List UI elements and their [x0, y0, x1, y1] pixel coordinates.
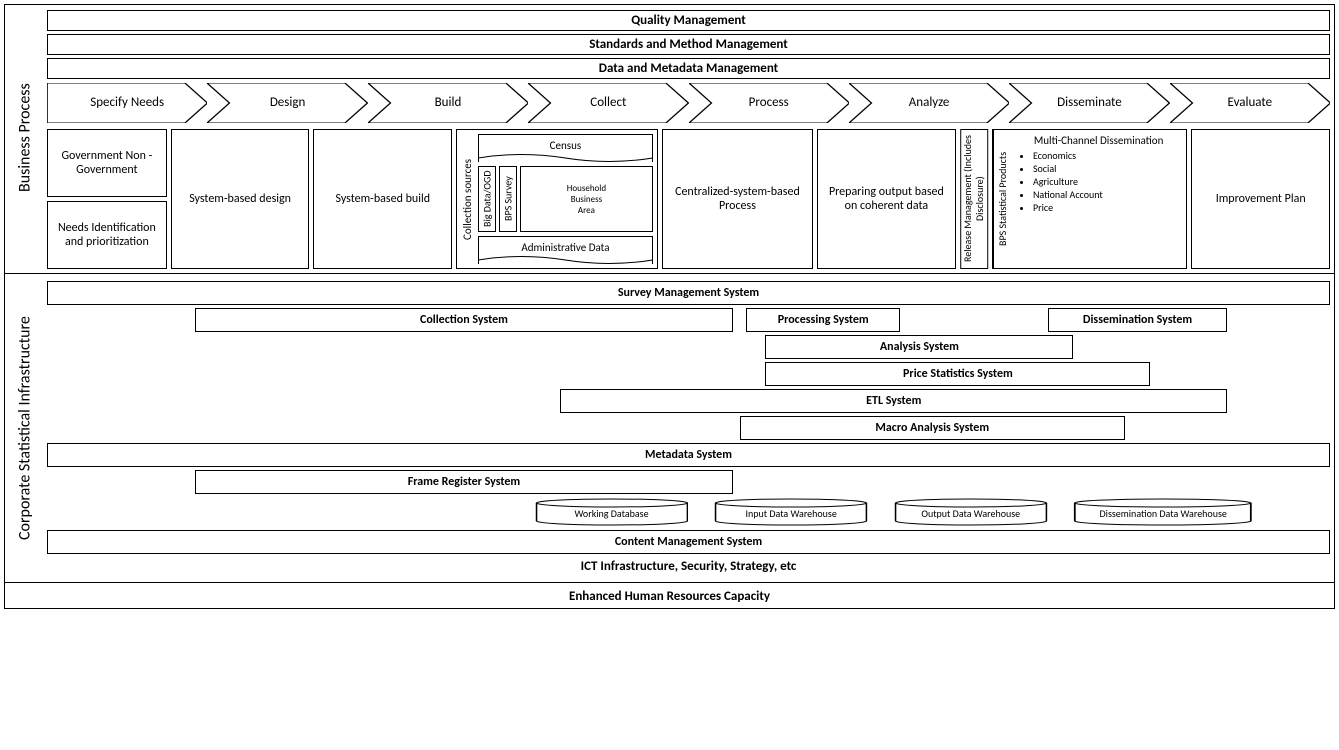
doc-census: Census	[478, 134, 653, 162]
phase-details: Government Non - GovernmentNeeds Identif…	[47, 129, 1330, 269]
box-build: System-based build	[313, 129, 452, 269]
phase-chevron-design: Design	[207, 83, 367, 123]
bar-price: Price Statistics System	[765, 362, 1150, 386]
diagram-root: Business Process Quality Management Stan…	[4, 4, 1335, 609]
phase-chevrons: Specify Needs Design Build Collect Proce…	[47, 83, 1330, 123]
bar-standards: Standards and Method Management	[47, 34, 1330, 55]
col-disseminate: BPS Statistical ProductsMulti-Channel Di…	[992, 129, 1187, 269]
col-process: Centralized-system-based Process	[662, 129, 813, 269]
business-process-body: Quality Management Standards and Method …	[45, 5, 1334, 271]
col-design: System-based design	[171, 129, 310, 269]
divider-1	[5, 273, 1334, 274]
bar-frame: Frame Register System	[195, 470, 734, 494]
bar-data-metadata: Data and Metadata Management	[47, 58, 1330, 79]
db-input-data-warehouse: Input Data Warehouse	[714, 498, 868, 526]
box-specify-b: Needs Identification and prioritization	[47, 201, 167, 269]
phase-chevron-process: Process	[689, 83, 849, 123]
box-design: System-based design	[171, 129, 310, 269]
col-specify: Government Non - GovernmentNeeds Identif…	[47, 129, 167, 269]
phase-chevron-specify-needs: Specify Needs	[47, 83, 207, 123]
col-analyze: Preparing output based on coherent data	[817, 129, 956, 269]
col-collect: Collection sources Census Big Data/OGDBPS …	[456, 129, 658, 269]
diss-item: National Account	[1033, 188, 1182, 201]
database-row: Working Database Input Data Warehouse Outp…	[47, 498, 1330, 526]
bar-etl: ETL System	[560, 389, 1227, 413]
diss-list: EconomicsSocialAgricultureNational Accou…	[1015, 149, 1182, 214]
infra-body: Survey Management System Collection Syst…	[45, 276, 1334, 580]
box-bps-survey: BPS Survey	[499, 166, 517, 232]
db-output-data-warehouse: Output Data Warehouse	[894, 498, 1048, 526]
bar-processing: Processing System	[746, 308, 900, 332]
bar-collection: Collection System	[195, 308, 734, 332]
diss-body: Multi-Channel Dissemination EconomicsSoci…	[1011, 130, 1186, 268]
footer-bar: Enhanced Human Resources Capacity	[5, 585, 1334, 608]
bar-macro: Macro Analysis System	[740, 416, 1125, 440]
box-evaluate: Improvement Plan	[1191, 129, 1330, 269]
diss-side-label: BPS Statistical Products	[993, 130, 1011, 268]
bar-ict: ICT Infrastructure, Security, Strategy, …	[47, 557, 1330, 576]
col-build: System-based build	[313, 129, 452, 269]
bar-analysis: Analysis System	[765, 335, 1073, 359]
box-disseminate: BPS Statistical ProductsMulti-Channel Di…	[992, 129, 1187, 269]
phase-chevron-evaluate: Evaluate	[1170, 83, 1330, 123]
bar-quality: Quality Management	[47, 10, 1330, 31]
business-process-section: Business Process Quality Management Stan…	[5, 5, 1334, 271]
phase-chevron-analyze: Analyze	[849, 83, 1009, 123]
box-survey-items: HouseholdBusinessArea	[520, 166, 653, 232]
phase-chevron-disseminate: Disseminate	[1009, 83, 1169, 123]
bar-cms: Content Management System	[47, 530, 1330, 554]
box-analyze: Preparing output based on coherent data	[817, 129, 956, 269]
diss-title: Multi-Channel Dissemination	[1015, 134, 1182, 147]
box-big-data: Big Data/OGD	[478, 166, 496, 232]
diss-item: Price	[1033, 201, 1182, 214]
bar-dissemination: Dissemination System	[1048, 308, 1228, 332]
diss-item: Agriculture	[1033, 175, 1182, 188]
diss-item: Economics	[1033, 149, 1182, 162]
business-process-label: Business Process	[5, 5, 45, 271]
col-release: Release Management (Includes Disclosure)	[960, 129, 988, 269]
phase-chevron-collect: Collect	[528, 83, 688, 123]
box-release: Release Management (Includes Disclosure)	[960, 129, 988, 269]
doc-admin: Administrative Data	[478, 236, 653, 264]
infra-section: Corporate Statistical Infrastructure Sur…	[5, 276, 1334, 580]
col-evaluate: Improvement Plan	[1191, 129, 1330, 269]
box-collect: Collection sources Census Big Data/OGDBPS …	[456, 129, 658, 269]
box-specify-a: Government Non - Government	[47, 129, 167, 197]
bar-sms: Survey Management System	[47, 281, 1330, 305]
infra-label: Corporate Statistical Infrastructure	[5, 276, 45, 580]
phase-chevron-build: Build	[368, 83, 528, 123]
diss-item: Social	[1033, 162, 1182, 175]
divider-2	[5, 582, 1334, 583]
db-dissemination-data-warehouse: Dissemination Data Warehouse	[1073, 498, 1253, 526]
box-process: Centralized-system-based Process	[662, 129, 813, 269]
db-working-database: Working Database	[535, 498, 689, 526]
bar-metadata: Metadata System	[47, 443, 1330, 467]
collect-sources-label: Collection sources	[461, 134, 474, 264]
